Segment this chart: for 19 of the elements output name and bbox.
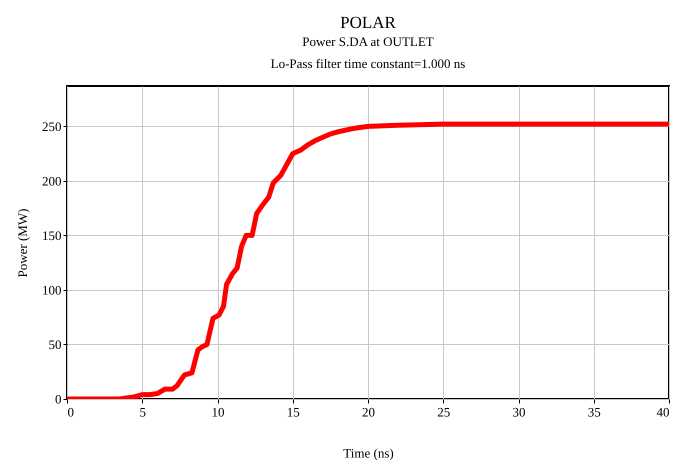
x-tick-label: 20 — [362, 404, 375, 420]
y-axis-title: Power (MW) — [15, 208, 30, 278]
x-tick-label: 0 — [68, 404, 74, 420]
x-tick-label: 25 — [437, 404, 450, 420]
chart-subtitle: Power S.DA at OUTLET Lo-Pass filter time constant=1.000 ns — [270, 34, 466, 71]
x-tick-label: 15 — [286, 404, 300, 420]
y-tick-label: 250 — [42, 118, 62, 134]
y-tick-label: 100 — [42, 282, 62, 298]
x-tick-label: 30 — [512, 404, 526, 420]
y-tick-label: 50 — [48, 336, 62, 352]
y-tick-label: 150 — [42, 228, 62, 243]
x-tick-label: 35 — [588, 404, 601, 420]
chart-title: POLAR — [340, 13, 397, 32]
x-tick-label: 5 — [140, 404, 146, 420]
x-tick-label: 40 — [656, 404, 670, 420]
x-axis-title: Time (ns) — [343, 446, 394, 460]
y-tick-label: 0 — [55, 392, 62, 406]
y-tick-label: 200 — [42, 173, 62, 188]
x-tick-label: 10 — [212, 404, 224, 420]
